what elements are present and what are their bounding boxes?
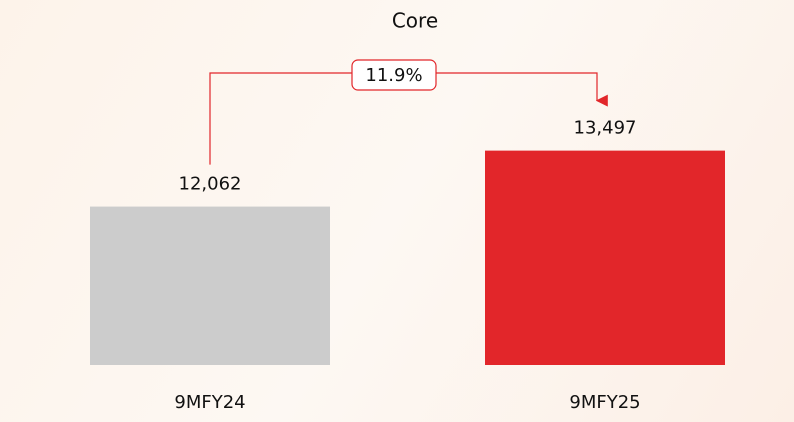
x-tick-label: 9MFY24 <box>174 392 245 413</box>
bar <box>90 206 330 365</box>
chart-title: Core <box>392 9 438 33</box>
annotation-box <box>351 59 437 91</box>
value-label: 13,497 <box>574 118 637 139</box>
value-label: 12,062 <box>179 174 242 195</box>
annotation-label: 11.9% <box>365 65 422 86</box>
x-tick-label: 9MFY25 <box>569 392 640 413</box>
bar <box>485 150 725 365</box>
